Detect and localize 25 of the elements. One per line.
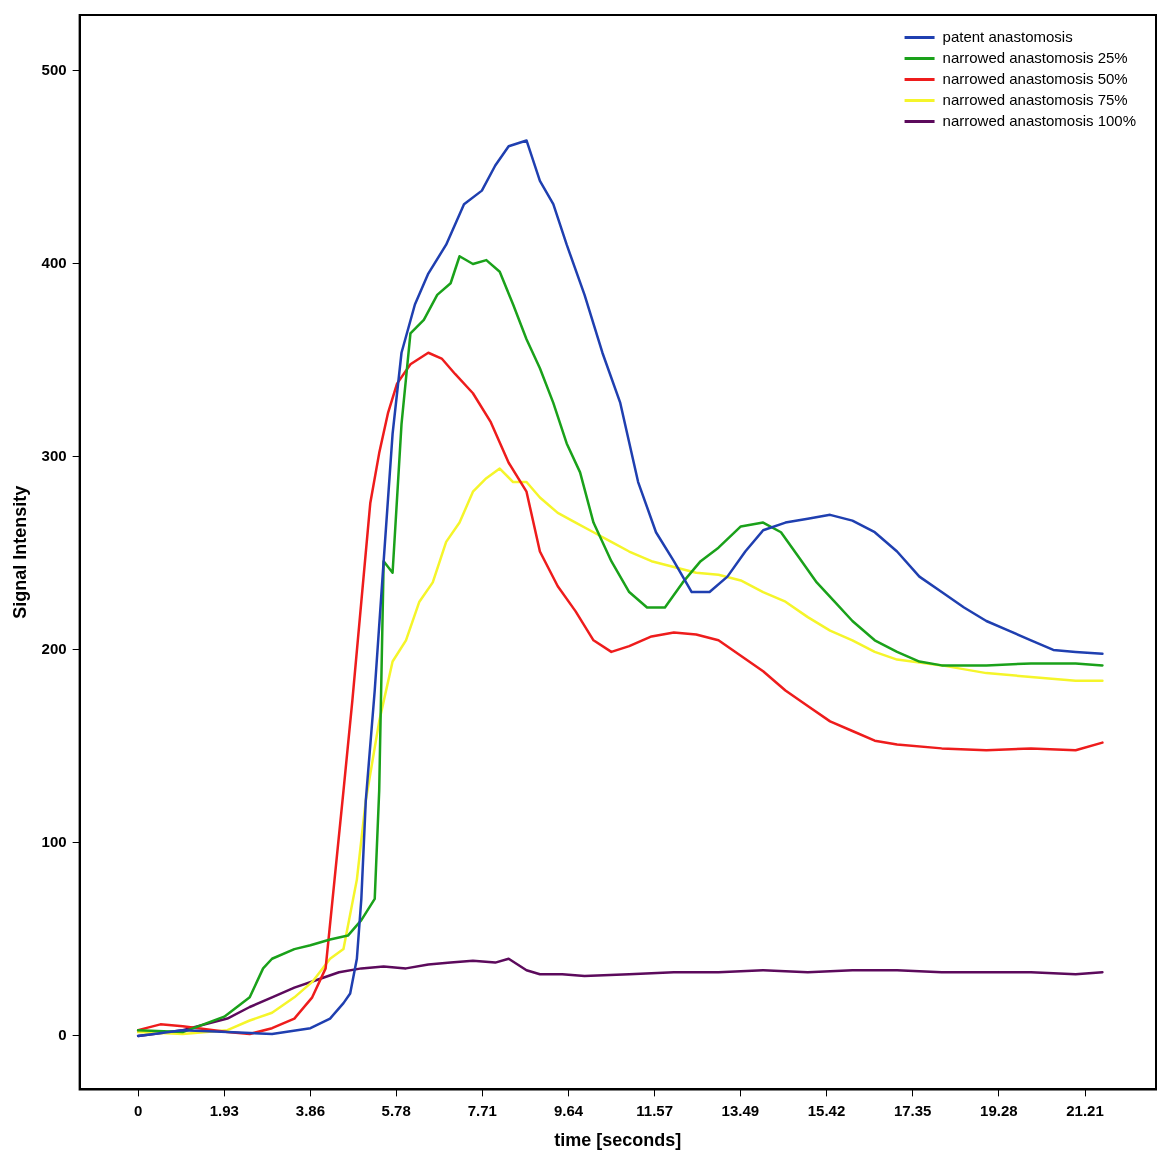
x-tick-label: 21.21: [1066, 1101, 1104, 1119]
legend-label: narrowed anastomosis 25%: [942, 48, 1128, 66]
y-tick-label: 300: [41, 447, 67, 465]
y-axis-title: Signal Intensity: [9, 485, 30, 619]
x-tick-label: 3.86: [295, 1101, 326, 1119]
x-tick-label: 5.78: [381, 1101, 411, 1119]
y-tick-label: 500: [41, 61, 67, 79]
x-tick-label: 1.93: [209, 1101, 239, 1119]
x-tick-label: 17.35: [893, 1101, 932, 1119]
legend-label: narrowed anastomosis 75%: [942, 90, 1128, 108]
x-tick-label: 13.49: [721, 1101, 760, 1119]
x-tick-label: 0: [133, 1101, 143, 1119]
y-tick-label: 200: [41, 640, 67, 658]
legend-label: patent anastomosis: [942, 27, 1073, 45]
y-tick-label: 100: [41, 833, 67, 851]
legend-label: narrowed anastomosis 100%: [942, 111, 1137, 129]
y-tick-label: 0: [58, 1026, 67, 1044]
x-tick-label: 19.28: [980, 1101, 1018, 1119]
x-tick-label: 15.42: [807, 1101, 846, 1119]
legend-label: narrowed anastomosis 50%: [942, 69, 1128, 87]
y-tick-label: 400: [41, 254, 67, 272]
x-tick-label: 11.57: [636, 1101, 673, 1119]
x-axis-title: time [seconds]: [554, 1130, 682, 1151]
x-tick-label: 7.71: [467, 1101, 497, 1119]
x-tick-label: 9.64: [553, 1101, 584, 1119]
